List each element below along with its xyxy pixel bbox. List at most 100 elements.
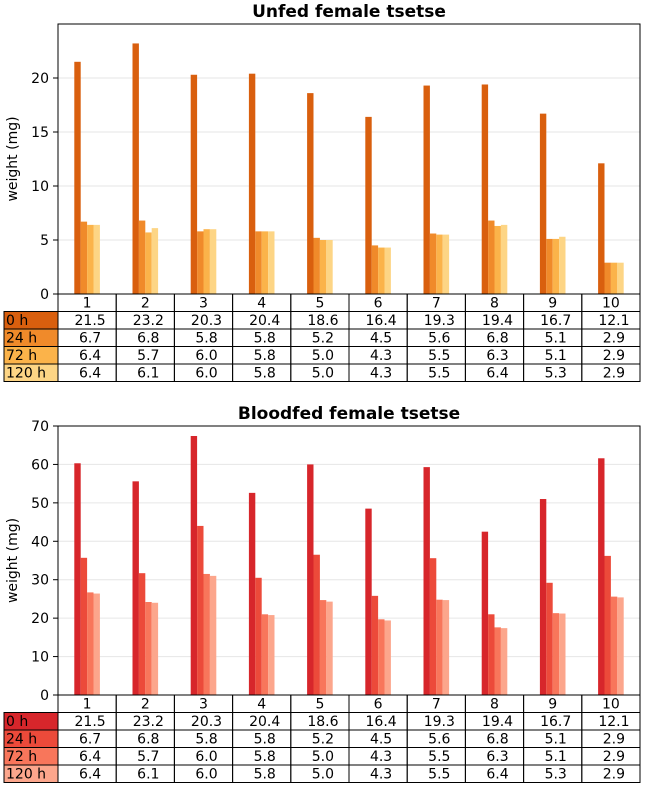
- category-label: 10: [602, 697, 620, 713]
- bar: [488, 220, 495, 294]
- bar: [617, 597, 624, 695]
- table-value: 5.1: [545, 732, 567, 748]
- table-value: 19.3: [424, 313, 455, 329]
- table-value: 18.6: [307, 714, 338, 730]
- bar: [268, 231, 275, 294]
- table-value: 20.3: [191, 313, 222, 329]
- bar: [190, 74, 198, 294]
- y-tick-label: 10: [31, 650, 49, 666]
- y-tick-label: 30: [31, 573, 49, 589]
- bar: [378, 247, 385, 294]
- category-label: 1: [83, 296, 92, 312]
- bar: [313, 237, 320, 294]
- bar: [494, 627, 501, 695]
- table-value: 4.3: [370, 348, 392, 364]
- bar: [552, 613, 560, 695]
- bar: [313, 554, 320, 695]
- table-cell: [581, 764, 641, 783]
- bar: [255, 231, 262, 294]
- bar: [436, 234, 443, 294]
- bar: [261, 231, 269, 294]
- bar: [429, 558, 437, 695]
- table-value: 23.2: [133, 313, 164, 329]
- bar: [365, 508, 372, 695]
- table-value: 18.6: [307, 313, 338, 329]
- table-value: 5.0: [312, 767, 334, 783]
- bar: [559, 236, 566, 294]
- table-value: 5.0: [312, 348, 334, 364]
- table-value: 5.2: [312, 732, 334, 748]
- bar: [384, 620, 391, 695]
- category-label: 7: [432, 697, 441, 713]
- table-value: 6.1: [137, 366, 159, 382]
- table-value: 5.2: [312, 331, 334, 347]
- bar: [481, 531, 489, 695]
- table-value: 5.6: [428, 331, 450, 347]
- table-value: 6.0: [195, 749, 217, 765]
- bar: [500, 224, 508, 294]
- bar: [436, 599, 443, 695]
- table-value: 16.7: [540, 313, 571, 329]
- category-label: 4: [257, 296, 266, 312]
- table-value: 12.1: [598, 714, 629, 730]
- legend-entry: 0 h: [6, 313, 28, 329]
- y-tick-label: 50: [31, 496, 49, 512]
- y-tick-label: 60: [31, 457, 49, 473]
- chart-title: Bloodfed female tsetse: [238, 404, 460, 424]
- table-value: 21.5: [75, 313, 106, 329]
- category-label: 2: [141, 296, 150, 312]
- category-label: 10: [602, 296, 620, 312]
- category-label: 8: [490, 296, 499, 312]
- table-value: 6.0: [195, 348, 217, 364]
- bar: [319, 240, 327, 294]
- table-value: 5.8: [195, 732, 217, 748]
- table-value: 19.3: [424, 714, 455, 730]
- table-value: 5.1: [545, 348, 567, 364]
- bar: [552, 238, 560, 294]
- table-value: 6.3: [486, 348, 508, 364]
- bar: [481, 84, 489, 294]
- bar: [268, 615, 275, 695]
- bar: [145, 232, 152, 294]
- legend-entry: 24 h: [6, 331, 37, 347]
- category-label: 6: [374, 697, 383, 713]
- table-value: 2.9: [603, 749, 625, 765]
- table-value: 5.8: [254, 348, 276, 364]
- chart-title: Unfed female tsetse: [252, 2, 446, 22]
- table-value: 5.0: [312, 366, 334, 382]
- bar: [604, 262, 611, 294]
- bar: [610, 596, 618, 695]
- table-value: 6.4: [79, 366, 101, 382]
- bar: [546, 582, 553, 695]
- table-value: 2.9: [603, 366, 625, 382]
- bar: [138, 220, 146, 294]
- table-value: 6.0: [195, 366, 217, 382]
- category-label: 5: [315, 697, 324, 713]
- bar: [442, 234, 450, 294]
- table-value: 5.8: [195, 331, 217, 347]
- table-value: 4.5: [370, 331, 392, 347]
- table-value: 5.8: [254, 366, 276, 382]
- bar: [598, 458, 605, 695]
- bar: [378, 619, 385, 695]
- table-value: 5.8: [254, 767, 276, 783]
- table-value: 4.3: [370, 749, 392, 765]
- table-value: 6.7: [79, 732, 101, 748]
- bar: [93, 224, 100, 294]
- y-tick-label: 70: [31, 419, 49, 435]
- bar: [151, 228, 159, 294]
- table-value: 6.8: [486, 331, 508, 347]
- bar: [539, 113, 547, 294]
- table-value: 5.1: [545, 331, 567, 347]
- table-value: 5.7: [137, 348, 159, 364]
- y-tick-label: 0: [40, 287, 49, 303]
- table-value: 5.1: [545, 749, 567, 765]
- table-value: 5.5: [428, 749, 450, 765]
- bar: [307, 93, 314, 295]
- legend-entry: 72 h: [6, 749, 37, 765]
- table-value: 5.5: [428, 348, 450, 364]
- bar: [203, 229, 210, 294]
- bar: [209, 229, 217, 294]
- bar: [93, 593, 100, 695]
- category-label: 2: [141, 697, 150, 713]
